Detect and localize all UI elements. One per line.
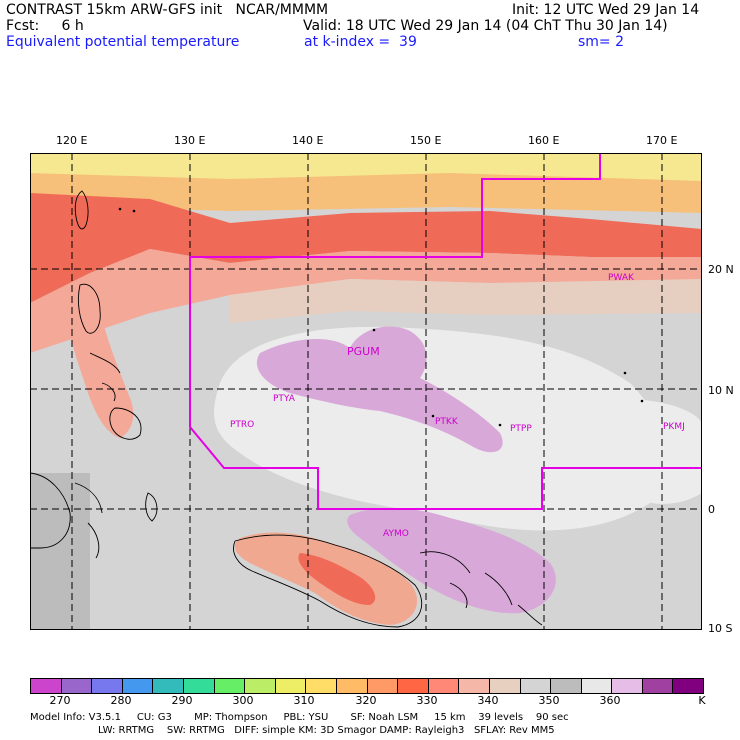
map-panel: PWAK PGUM PTYA PTRO PTKK PTPP PKMJ AYMO [30, 153, 702, 630]
field-salmon-band [30, 249, 702, 353]
legend-swatch-5 [183, 679, 215, 693]
field-lilac-south [347, 507, 556, 614]
legend-swatch-20 [642, 679, 674, 693]
coast-solomons [484, 572, 543, 626]
legend-swatch-4 [153, 679, 184, 693]
field-red-band [30, 193, 702, 303]
legend-swatch-6 [214, 679, 246, 693]
legend-swatch-3 [122, 679, 154, 693]
station-ptpp: PTPP [510, 424, 532, 434]
lat-label-0: 0 [708, 503, 715, 516]
legend-tick-320: 320 [355, 694, 377, 707]
smoothing: sm= 2 [578, 34, 625, 50]
lon-label-130: 130 E [174, 134, 206, 147]
station-pgum: PGUM [347, 345, 380, 358]
level-index: at k-index = 39 [304, 34, 417, 50]
lon-label-170: 170 E [646, 134, 678, 147]
legend-swatch-19 [612, 679, 643, 693]
coast-borneo [30, 472, 71, 549]
legend-tick-330: 330 [416, 694, 438, 707]
coast-visayas [89, 352, 121, 402]
field-new-guinea-core [298, 553, 376, 605]
legend-swatch-0 [31, 679, 62, 693]
legend-swatch-16 [520, 679, 552, 693]
coast-taiwan [74, 190, 89, 230]
station-pkmj: PKMJ [663, 422, 685, 432]
legend-swatch-10 [336, 679, 368, 693]
legend-tick-310: 310 [293, 694, 315, 707]
station-pwak: PWAK [608, 273, 635, 283]
legend-swatch-17 [551, 679, 582, 693]
lon-label-150: 150 E [410, 134, 442, 147]
station-aymo: AYMO [383, 529, 409, 539]
field-lilac-north [256, 326, 503, 453]
legend-tick-300: 300 [232, 694, 254, 707]
legend-tick-270: 270 [49, 694, 71, 707]
valid-time: Valid: 18 UTC Wed 29 Jan 14 (04 ChT Thu … [303, 18, 668, 34]
legend-tick-290: 290 [171, 694, 193, 707]
legend-swatch-12 [398, 679, 429, 693]
legend-tick-280: 280 [110, 694, 132, 707]
lon-label-120: 120 E [56, 134, 88, 147]
lon-label-140: 140 E [292, 134, 324, 147]
model-title: CONTRAST 15km ARW-GFS init NCAR/MMMM [6, 2, 329, 18]
legend-swatch-18 [581, 679, 613, 693]
coast-new-guinea [233, 534, 423, 628]
domain-outline [189, 153, 702, 510]
legend-swatch-2 [92, 679, 123, 693]
coast-bismarck [419, 551, 471, 609]
model-info-line1: Model Info: V3.5.1 CU: G3 MP: Thompson P… [30, 712, 569, 723]
station-ptya: PTYA [273, 394, 296, 404]
legend-swatch-1 [61, 679, 93, 693]
legend-swatch-9 [306, 679, 337, 693]
legend-swatch-15 [489, 679, 521, 693]
legend-tick-350: 350 [538, 694, 560, 707]
field-philippines [66, 282, 134, 438]
coast-luzon [77, 283, 101, 334]
coast-halmahera [145, 492, 158, 522]
field-name: Equivalent potential temperature [6, 34, 240, 50]
legend-swatch-8 [275, 679, 307, 693]
legend-unit: K [698, 694, 706, 707]
station-ptkk: PTKK [435, 417, 459, 427]
legend-swatch-11 [367, 679, 399, 693]
lat-label-10n: 10 N [708, 384, 734, 397]
legend-tick-340: 340 [477, 694, 499, 707]
station-ptro: PTRO [230, 420, 254, 430]
forecast-hour: Fcst: 6 h [6, 18, 84, 34]
field-light-east [586, 399, 702, 504]
legend-swatch-7 [245, 679, 276, 693]
legend-swatch-14 [459, 679, 490, 693]
color-legend-bar [30, 678, 704, 694]
field-orange-band [30, 173, 702, 213]
coast-mindanao [109, 407, 142, 440]
field-tan-band [230, 279, 702, 323]
legend-swatch-13 [428, 679, 460, 693]
init-time: Init: 12 UTC Wed 29 Jan 14 [512, 2, 700, 18]
legend-tick-360: 360 [599, 694, 621, 707]
legend-swatch-21 [673, 679, 704, 693]
model-info-line2: LW: RRTMG SW: RRTMG DIFF: simple KM: 3D … [98, 725, 555, 736]
lon-label-160: 160 E [528, 134, 560, 147]
lat-label-10s: 10 S [708, 622, 733, 635]
field-west-gray [30, 473, 90, 630]
lat-label-20n: 20 N [708, 263, 734, 276]
